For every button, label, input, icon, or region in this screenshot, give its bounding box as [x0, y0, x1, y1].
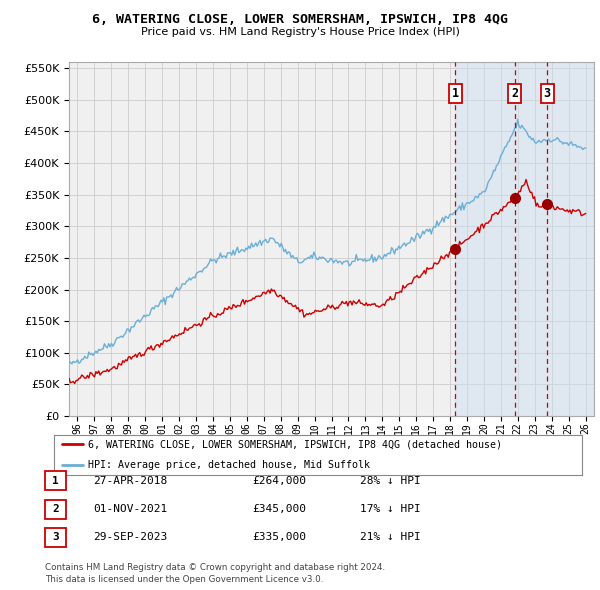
Text: 27-APR-2018: 27-APR-2018 — [93, 476, 167, 486]
Text: 3: 3 — [544, 87, 551, 100]
Text: Contains HM Land Registry data © Crown copyright and database right 2024.: Contains HM Land Registry data © Crown c… — [45, 563, 385, 572]
Text: This data is licensed under the Open Government Licence v3.0.: This data is licensed under the Open Gov… — [45, 575, 323, 584]
Text: 17% ↓ HPI: 17% ↓ HPI — [360, 504, 421, 514]
Text: 1: 1 — [52, 476, 59, 486]
Text: 6, WATERING CLOSE, LOWER SOMERSHAM, IPSWICH, IP8 4QG (detached house): 6, WATERING CLOSE, LOWER SOMERSHAM, IPSW… — [88, 439, 502, 449]
Text: Price paid vs. HM Land Registry's House Price Index (HPI): Price paid vs. HM Land Registry's House … — [140, 27, 460, 37]
Text: 29-SEP-2023: 29-SEP-2023 — [93, 533, 167, 542]
Text: 28% ↓ HPI: 28% ↓ HPI — [360, 476, 421, 486]
Text: HPI: Average price, detached house, Mid Suffolk: HPI: Average price, detached house, Mid … — [88, 460, 370, 470]
Text: 1: 1 — [452, 87, 459, 100]
Text: £345,000: £345,000 — [252, 504, 306, 514]
Text: 6, WATERING CLOSE, LOWER SOMERSHAM, IPSWICH, IP8 4QG: 6, WATERING CLOSE, LOWER SOMERSHAM, IPSW… — [92, 13, 508, 26]
Text: 21% ↓ HPI: 21% ↓ HPI — [360, 533, 421, 542]
Text: 2: 2 — [511, 87, 518, 100]
Text: £264,000: £264,000 — [252, 476, 306, 486]
Text: 01-NOV-2021: 01-NOV-2021 — [93, 504, 167, 514]
Text: £335,000: £335,000 — [252, 533, 306, 542]
Text: 2: 2 — [52, 504, 59, 514]
Text: 3: 3 — [52, 533, 59, 542]
